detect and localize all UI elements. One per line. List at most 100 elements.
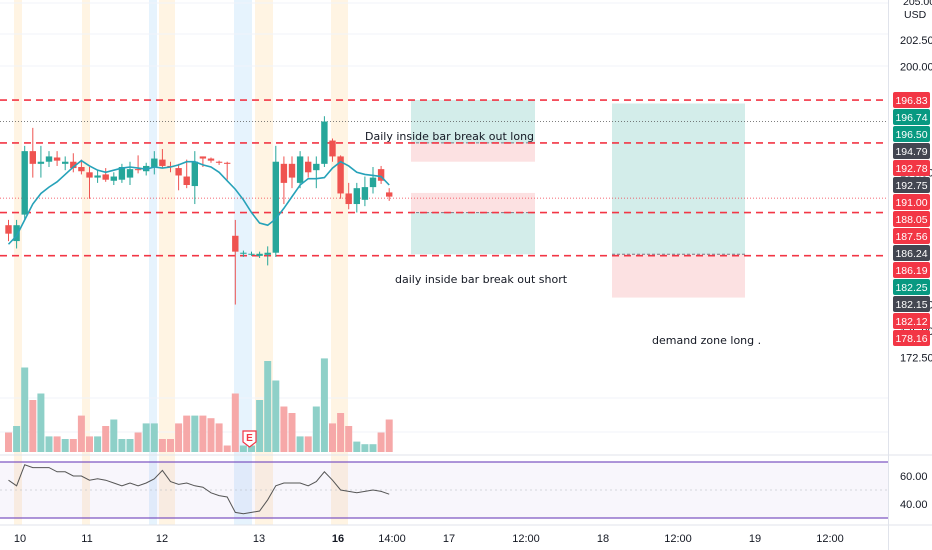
candle-body xyxy=(21,151,28,215)
rsi-tick-label: 40.00 xyxy=(900,499,928,511)
volume-bar xyxy=(69,439,77,452)
horizontal-levels[interactable] xyxy=(0,99,888,257)
time-tick-label: 18 xyxy=(597,533,609,545)
price-tick-label: 202.50 xyxy=(900,35,932,47)
time-tick-label: 10 xyxy=(14,533,26,545)
candle-body xyxy=(126,169,134,178)
candle-body xyxy=(151,158,158,168)
earnings-marker[interactable]: E xyxy=(242,430,257,448)
volume-bar xyxy=(207,418,215,452)
volume-bar xyxy=(94,436,102,452)
price-top-label: 205.00 xyxy=(903,0,932,8)
price-badge xyxy=(893,126,930,143)
candle-body xyxy=(5,225,12,234)
candle-body xyxy=(62,161,69,164)
time-tick-label: 12:00 xyxy=(512,533,540,545)
session-stripe xyxy=(14,0,22,525)
price-badge xyxy=(893,296,930,313)
volume-bar xyxy=(312,406,320,452)
volume-bar xyxy=(231,393,239,452)
price-badge-label: 186.24 xyxy=(895,248,927,260)
volume-bar xyxy=(199,415,207,452)
price-badge-label: 178.16 xyxy=(895,333,927,345)
price-badge-label: 182.25 xyxy=(895,282,927,294)
candle-body xyxy=(37,161,45,164)
volume-bar xyxy=(304,436,312,452)
price-badge-label: 182.12 xyxy=(895,316,927,328)
candle-body xyxy=(361,187,369,200)
time-tick-label: 12:00 xyxy=(664,533,692,545)
time-tick-label: 14:00 xyxy=(378,533,406,545)
ma-line xyxy=(7,159,390,245)
earnings-marker-shape xyxy=(242,430,257,448)
price-badge xyxy=(893,194,930,211)
candle-body xyxy=(272,161,279,253)
price-badge-label: 188.05 xyxy=(895,214,927,226)
price-badge-label: 186.19 xyxy=(895,265,927,277)
candle-body xyxy=(134,169,142,171)
volume-bar xyxy=(167,439,174,452)
session-stripe xyxy=(159,0,175,525)
candle-body xyxy=(199,156,207,159)
time-tick-label: 12 xyxy=(156,533,168,545)
price-badge xyxy=(893,330,930,347)
session-stripe xyxy=(149,0,157,525)
price-badge xyxy=(893,160,930,177)
position-boxes[interactable] xyxy=(411,100,745,298)
long-box-stop-zone xyxy=(411,142,535,162)
time-tick-label: 16 xyxy=(332,533,344,545)
candle-body xyxy=(232,235,239,252)
short-annotation: daily inside bar break out short xyxy=(395,273,568,286)
price-badge-label: 192.78 xyxy=(895,163,927,175)
volume-bar xyxy=(13,426,21,452)
candle-body xyxy=(86,172,93,178)
volume-bar xyxy=(280,406,288,452)
volume-bar xyxy=(118,439,126,452)
candle-body xyxy=(377,169,385,181)
candle-body xyxy=(288,163,296,178)
volume-bar xyxy=(175,423,183,452)
session-stripe xyxy=(331,0,348,525)
candle-body xyxy=(207,158,215,161)
rsi-band xyxy=(0,462,888,518)
candle-body xyxy=(159,159,166,166)
candle-body xyxy=(313,163,320,171)
volume-bar xyxy=(134,432,142,452)
volume-bar xyxy=(345,426,353,452)
volume-bar xyxy=(272,380,280,452)
price-tick-label: 172.50 xyxy=(900,352,932,364)
time-tick-label: 17 xyxy=(443,533,455,545)
candle-body xyxy=(337,156,344,194)
volume-bar xyxy=(191,415,199,452)
volume-bar xyxy=(61,439,69,452)
price-badges: 196.83 196.74 196.50 194.79 192.78 192.75 191.… xyxy=(893,92,930,347)
candle-body xyxy=(53,157,61,161)
volume-bar xyxy=(183,415,191,452)
volume-bar xyxy=(264,361,272,452)
volume-bar xyxy=(329,423,336,452)
price-badge-label: 191.00 xyxy=(895,197,927,209)
price-badge xyxy=(893,92,930,109)
candle-body xyxy=(280,163,288,183)
volume-bar xyxy=(37,393,45,452)
demand-annotation: demand zone long . xyxy=(652,334,761,347)
volume-bar xyxy=(288,413,296,452)
volume-bar xyxy=(353,441,361,452)
long-annotation: Daily inside bar break out long xyxy=(365,130,534,143)
time-tick-label: 13 xyxy=(253,533,265,545)
price-badge-label: 192.75 xyxy=(895,180,927,192)
candle-body xyxy=(94,175,101,178)
price-badge xyxy=(893,262,930,279)
candle-body xyxy=(240,252,247,254)
price-badge xyxy=(893,313,930,330)
candle-body xyxy=(118,167,126,180)
price-badge-label: 187.56 xyxy=(895,231,927,243)
candle-body xyxy=(256,253,263,256)
volume-bars xyxy=(5,358,393,452)
volume-bar xyxy=(21,367,29,452)
price-badge xyxy=(893,245,930,262)
volume-bar xyxy=(142,423,150,452)
candle-body xyxy=(248,253,255,255)
volume-bar xyxy=(5,432,12,452)
